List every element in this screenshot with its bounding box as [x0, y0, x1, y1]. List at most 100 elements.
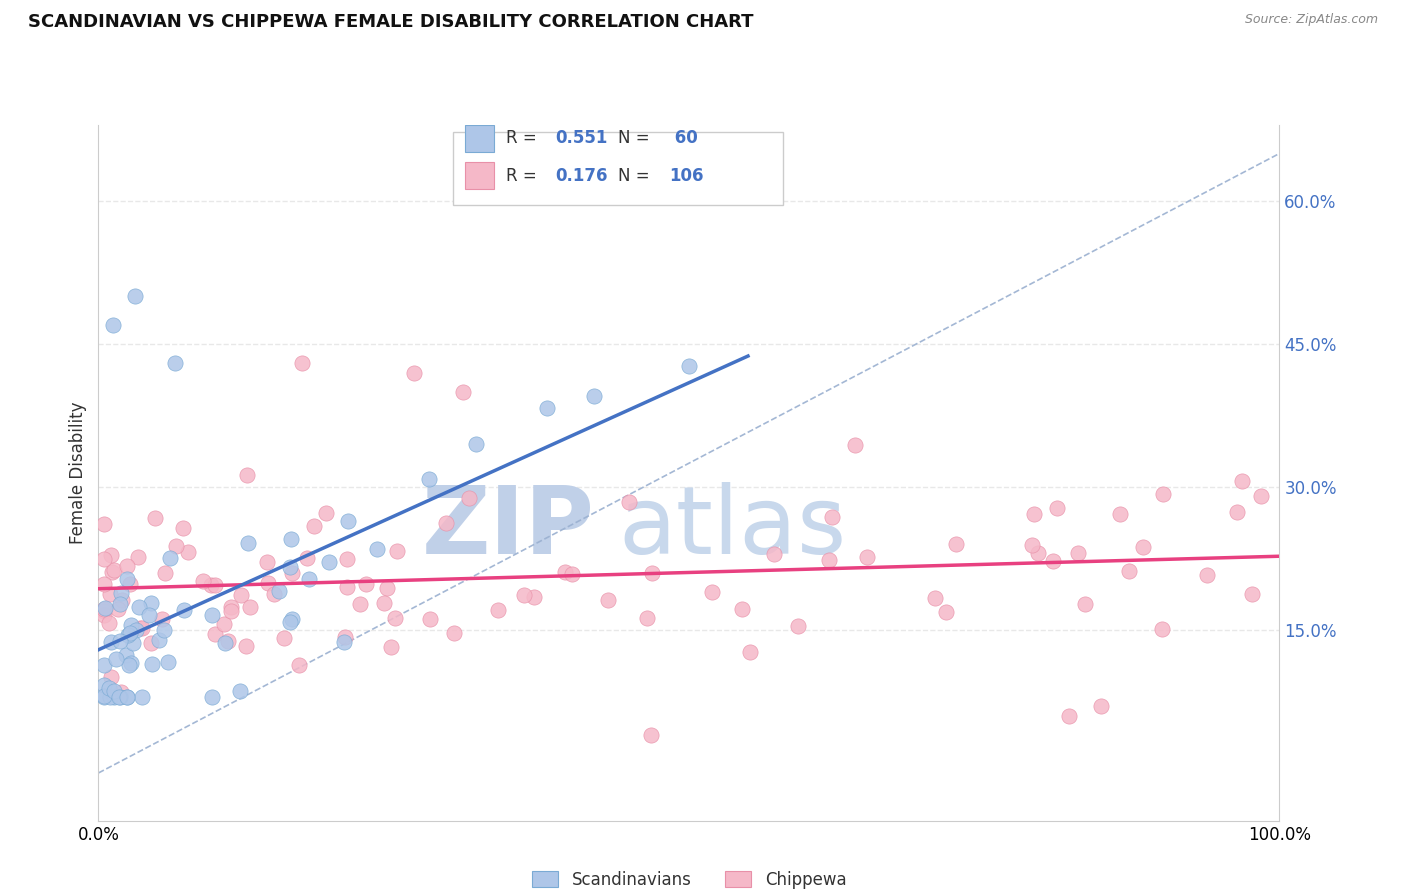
Point	[108, 690, 131, 704]
Point	[419, 612, 441, 626]
Point	[229, 588, 252, 602]
Point	[786, 619, 808, 633]
Point	[418, 472, 440, 486]
Text: Source: ZipAtlas.com: Source: ZipAtlas.com	[1244, 13, 1378, 27]
Point	[596, 592, 619, 607]
Point	[267, 583, 290, 598]
Point	[297, 550, 319, 565]
Point	[1250, 489, 1272, 503]
Point	[583, 389, 606, 403]
Point	[120, 625, 142, 640]
Point	[110, 634, 132, 648]
Point	[117, 628, 139, 642]
Point	[387, 544, 409, 558]
Point	[617, 495, 640, 509]
Point	[105, 652, 128, 666]
Point	[678, 359, 700, 374]
Point	[127, 550, 149, 565]
Point	[115, 690, 138, 704]
Point	[443, 626, 465, 640]
Point	[238, 536, 260, 550]
Point	[280, 532, 302, 546]
Point	[945, 537, 967, 551]
FancyBboxPatch shape	[453, 132, 783, 205]
Point	[108, 690, 131, 704]
Point	[120, 617, 142, 632]
Point	[641, 566, 664, 581]
Point	[107, 602, 129, 616]
Point	[235, 468, 257, 483]
Point	[1109, 508, 1132, 522]
Point	[486, 603, 509, 617]
Point	[100, 634, 122, 648]
Point	[124, 289, 146, 303]
Point	[138, 607, 160, 622]
Point	[191, 574, 214, 588]
Point	[336, 552, 359, 566]
Point	[298, 572, 321, 586]
Point	[120, 577, 142, 591]
Point	[402, 366, 425, 380]
Point	[93, 678, 115, 692]
Point	[1022, 507, 1045, 521]
Point	[110, 685, 132, 699]
Point	[172, 521, 194, 535]
Point	[458, 491, 481, 505]
Text: 0.176: 0.176	[555, 167, 607, 185]
Point	[204, 577, 226, 591]
Point	[204, 626, 226, 640]
Text: N =: N =	[619, 129, 655, 147]
Point	[98, 681, 121, 695]
Point	[219, 605, 242, 619]
Point	[1026, 546, 1049, 560]
Legend: Scandinavians, Chippewa: Scandinavians, Chippewa	[524, 864, 853, 892]
Point	[700, 584, 723, 599]
Point	[118, 658, 141, 673]
Point	[177, 545, 200, 559]
Point	[273, 631, 295, 645]
Point	[1067, 546, 1090, 560]
Point	[1118, 564, 1140, 578]
Point	[278, 615, 301, 629]
Point	[366, 541, 388, 556]
Point	[93, 577, 115, 591]
Point	[336, 580, 359, 594]
Point	[100, 669, 122, 683]
Point	[373, 596, 395, 610]
Point	[150, 612, 173, 626]
Point	[125, 623, 148, 637]
Text: atlas: atlas	[619, 483, 846, 574]
Point	[159, 551, 181, 566]
Point	[318, 556, 340, 570]
Point	[93, 552, 115, 566]
Point	[1241, 587, 1264, 601]
Text: R =: R =	[506, 167, 541, 185]
Point	[93, 690, 115, 704]
FancyBboxPatch shape	[464, 125, 494, 152]
Point	[1046, 500, 1069, 515]
Point	[114, 648, 136, 662]
Point	[257, 575, 280, 590]
Point	[1074, 597, 1097, 611]
Point	[120, 657, 142, 671]
Point	[465, 436, 488, 450]
Point	[1057, 708, 1080, 723]
Point	[103, 684, 125, 698]
Point	[731, 602, 754, 616]
Text: ZIP: ZIP	[422, 483, 595, 574]
Point	[384, 610, 406, 624]
Point	[93, 608, 115, 623]
Point	[820, 509, 842, 524]
Point	[128, 600, 150, 615]
Point	[451, 384, 474, 399]
Point	[235, 639, 257, 653]
Point	[333, 631, 356, 645]
Point	[219, 600, 242, 615]
Point	[111, 593, 134, 607]
Point	[738, 645, 761, 659]
FancyBboxPatch shape	[464, 162, 494, 189]
Point	[131, 690, 153, 704]
Point	[201, 608, 224, 623]
Point	[139, 636, 162, 650]
Point	[1230, 474, 1253, 488]
